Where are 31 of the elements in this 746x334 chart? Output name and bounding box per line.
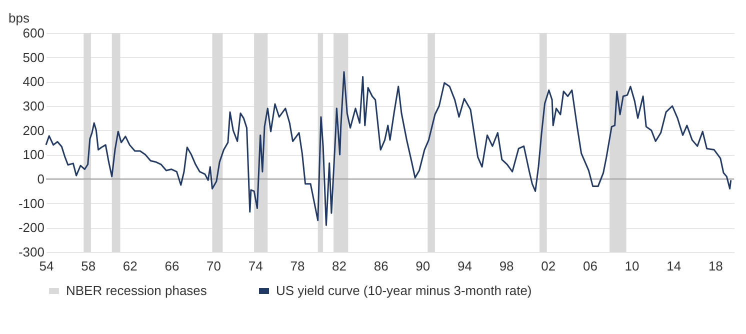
x-tick-label: 94	[458, 258, 472, 274]
x-tick-label: 62	[122, 258, 138, 274]
y-tick-label: -300	[18, 244, 44, 260]
x-tick-label: 74	[248, 258, 263, 274]
y-tick-label: 0	[37, 172, 44, 186]
x-tick-label: 54	[39, 258, 54, 274]
y-tick-label: 100	[22, 147, 44, 162]
y-tick-label: 600	[22, 26, 44, 40]
y-tick-label: 500	[22, 50, 44, 65]
x-tick-label: 06	[582, 258, 598, 274]
x-tick-label: 90	[416, 258, 430, 274]
x-tick-label: 58	[81, 258, 96, 274]
x-tick-label: 66	[164, 258, 180, 274]
y-tick-label: 400	[22, 74, 44, 90]
y-tick-label: -100	[18, 196, 44, 211]
y-tick-label: 200	[22, 122, 44, 138]
x-tick-label: 82	[332, 258, 346, 274]
line-series	[45, 71, 732, 226]
y-tick-label: 300	[22, 98, 44, 114]
x-tick-label: 86	[374, 258, 388, 274]
y-tick-label: -200	[18, 220, 44, 236]
x-tick-label: 10	[624, 258, 640, 274]
legend-label: NBER recession phases	[66, 283, 208, 298]
x-tick-label: 98	[499, 258, 514, 274]
y-axis-title: bps	[8, 10, 30, 26]
legend-label: US yield curve (10-year minus 3-month rate)	[276, 283, 532, 298]
x-tick-label: 70	[206, 258, 222, 274]
x-tick-label: 14	[666, 258, 682, 274]
x-tick-label: 02	[541, 258, 556, 274]
x-tick-label: 78	[290, 258, 305, 274]
x-tick-label: 18	[708, 258, 723, 274]
